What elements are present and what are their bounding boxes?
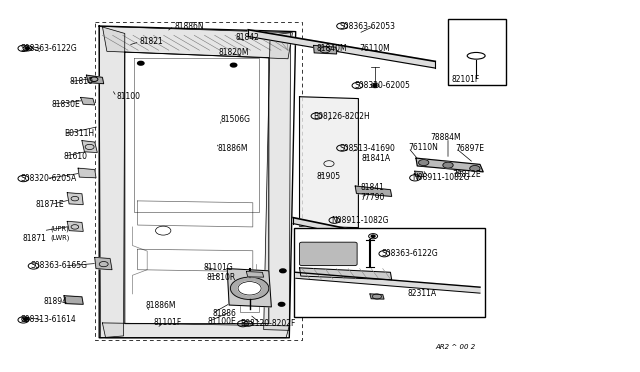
Bar: [448, 19, 506, 85]
Text: 82101F: 82101F: [452, 75, 480, 84]
Text: 82311A: 82311A: [407, 289, 436, 298]
Ellipse shape: [467, 52, 485, 59]
Polygon shape: [355, 186, 392, 196]
Text: B0311H: B0311H: [64, 129, 94, 138]
Text: AR2 ^ 00 2: AR2 ^ 00 2: [435, 344, 476, 350]
FancyBboxPatch shape: [300, 242, 357, 266]
Text: 81871: 81871: [22, 234, 46, 243]
Circle shape: [443, 162, 453, 168]
Polygon shape: [246, 272, 264, 277]
Polygon shape: [86, 75, 104, 84]
Text: N08911-1082G: N08911-1082G: [332, 216, 389, 225]
Text: S08320-6205A: S08320-6205A: [20, 174, 77, 183]
Text: S08363-6122G: S08363-6122G: [20, 44, 77, 53]
Text: S08513-41690: S08513-41690: [339, 144, 395, 153]
Text: 81101F: 81101F: [154, 318, 182, 327]
Text: 81842: 81842: [236, 33, 259, 42]
Text: N08911-1082G: N08911-1082G: [412, 173, 470, 182]
Circle shape: [230, 277, 269, 299]
Text: 81886M: 81886M: [146, 301, 177, 310]
Text: 81871E: 81871E: [35, 200, 64, 209]
Circle shape: [24, 318, 28, 320]
Circle shape: [419, 160, 429, 166]
Text: (LWR): (LWR): [50, 235, 69, 241]
Text: 81810: 81810: [69, 77, 93, 86]
Polygon shape: [102, 26, 292, 59]
Text: S08363-6165G: S08363-6165G: [31, 262, 88, 270]
Polygon shape: [370, 294, 384, 299]
Text: 81821: 81821: [140, 37, 163, 46]
Polygon shape: [67, 193, 83, 205]
Text: S08363-62053: S08363-62053: [339, 22, 396, 31]
Polygon shape: [264, 33, 291, 330]
Circle shape: [371, 235, 375, 237]
Text: 81886: 81886: [212, 309, 236, 318]
Circle shape: [280, 269, 286, 273]
Polygon shape: [99, 26, 125, 338]
Circle shape: [238, 282, 261, 295]
Text: S08363-6122G: S08363-6122G: [381, 249, 438, 258]
Text: S08320-62005: S08320-62005: [355, 81, 410, 90]
Polygon shape: [248, 30, 435, 68]
Text: 81101G: 81101G: [204, 263, 233, 272]
Text: 81506G: 81506G: [221, 115, 251, 124]
Polygon shape: [81, 97, 95, 105]
Polygon shape: [416, 158, 483, 172]
Text: 81820M: 81820M: [219, 48, 250, 57]
Circle shape: [470, 166, 480, 171]
Polygon shape: [102, 323, 289, 338]
Text: 78812E: 78812E: [452, 170, 481, 179]
Polygon shape: [78, 168, 96, 178]
Polygon shape: [95, 257, 112, 270]
Text: 81610: 81610: [64, 152, 88, 161]
Polygon shape: [64, 296, 83, 304]
Text: 81841: 81841: [360, 183, 384, 192]
Circle shape: [278, 302, 285, 306]
Text: B08126-8202H: B08126-8202H: [314, 112, 371, 121]
Polygon shape: [293, 218, 483, 263]
Polygon shape: [82, 141, 97, 153]
Text: 81840M: 81840M: [317, 44, 348, 53]
Text: 76897E: 76897E: [456, 144, 484, 153]
Polygon shape: [300, 268, 392, 280]
Bar: [294, 228, 485, 317]
Text: 77790: 77790: [360, 193, 385, 202]
Polygon shape: [227, 269, 271, 307]
Text: 81830E: 81830E: [51, 100, 80, 109]
Text: 81810R: 81810R: [206, 273, 236, 282]
Text: 81100E: 81100E: [208, 317, 237, 326]
Text: 81894: 81894: [44, 297, 68, 306]
Text: 81905: 81905: [316, 172, 340, 181]
Polygon shape: [300, 97, 358, 228]
Polygon shape: [415, 171, 424, 177]
Circle shape: [26, 47, 29, 49]
Text: 76110N: 76110N: [408, 143, 438, 152]
Text: 81841A: 81841A: [362, 154, 391, 163]
Text: B08120-8202F: B08120-8202F: [240, 319, 296, 328]
Text: 76110M: 76110M: [360, 44, 390, 53]
Text: 81100: 81100: [116, 92, 141, 101]
Bar: [240, 296, 259, 312]
Text: 78884M: 78884M: [430, 133, 461, 142]
Polygon shape: [67, 221, 83, 231]
Text: 81886M: 81886M: [218, 144, 248, 153]
Text: (UPR): (UPR): [50, 225, 68, 232]
Circle shape: [373, 84, 377, 87]
Polygon shape: [314, 45, 337, 54]
Circle shape: [138, 61, 144, 65]
Text: 81886N: 81886N: [174, 22, 204, 31]
Text: S08313-61614: S08313-61614: [20, 315, 76, 324]
Circle shape: [230, 63, 237, 67]
Polygon shape: [296, 272, 480, 293]
